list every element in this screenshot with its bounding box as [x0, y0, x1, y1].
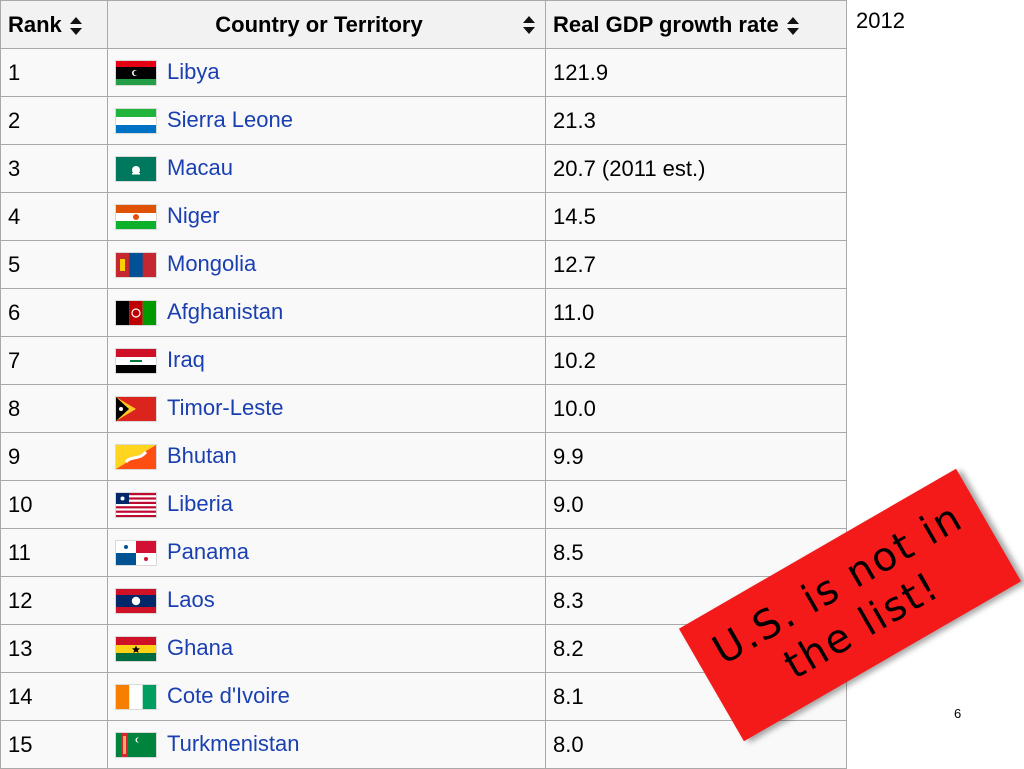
country-cell: Bhutan	[107, 432, 546, 481]
rank-cell: 14	[0, 672, 108, 721]
country-cell: Liberia	[107, 480, 546, 529]
panama-flag-icon	[115, 540, 157, 567]
rank-cell: 10	[0, 480, 108, 529]
gdp-rate-cell: 11.0	[545, 288, 847, 337]
country-link[interactable]: Ghana	[167, 634, 234, 660]
rank-cell: 1	[0, 48, 108, 97]
gdp-rate-cell: 10.0	[545, 384, 847, 433]
country-cell: Macau	[107, 144, 546, 193]
table-row: 4 Niger 14.5	[0, 192, 847, 241]
gdp-rate-cell: 21.3	[545, 96, 847, 145]
rank-cell: 3	[0, 144, 108, 193]
year-label: 2012	[856, 8, 905, 33]
rank-cell: 4	[0, 192, 108, 241]
sierra-leone-flag-icon	[115, 108, 157, 135]
gdp-rate-cell: 10.2	[545, 336, 847, 385]
table-row: 8 Timor-Leste 10.0	[0, 384, 847, 433]
country-cell: Turkmenistan	[107, 720, 546, 769]
niger-flag-icon	[115, 204, 157, 231]
page-number: 6	[954, 706, 962, 721]
timor-leste-flag-icon	[115, 396, 157, 423]
table-row: 9 Bhutan 9.9	[0, 432, 847, 481]
rank-cell: 6	[0, 288, 108, 337]
table-row: 1 Libya 121.9	[0, 48, 847, 97]
country-link[interactable]: Mongolia	[167, 250, 257, 276]
country-link[interactable]: Libya	[167, 58, 220, 84]
country-link[interactable]: Iraq	[167, 346, 205, 372]
rank-cell: 2	[0, 96, 108, 145]
gdp-growth-table: Rank Country or Territory Real GDP growt…	[0, 0, 847, 769]
gdp-rate-cell: 12.7	[545, 240, 847, 289]
country-header-label: Country or Territory	[215, 11, 423, 37]
gdp-rate-cell: 20.7 (2011 est.)	[545, 144, 847, 193]
mongolia-flag-icon	[115, 252, 157, 279]
gdp-rate-cell: 9.0	[545, 480, 847, 529]
laos-flag-icon	[115, 588, 157, 615]
table-row: 2 Sierra Leone 21.3	[0, 96, 847, 145]
country-link[interactable]: Turkmenistan	[167, 730, 300, 756]
bhutan-flag-icon	[115, 444, 157, 471]
libya-flag-icon	[115, 60, 157, 87]
gdp-rate-cell: 121.9	[545, 48, 847, 97]
gdp-rate-cell: 14.5	[545, 192, 847, 241]
rank-column-header[interactable]: Rank	[0, 0, 108, 49]
country-cell: Panama	[107, 528, 546, 577]
table-row: 3 Macau 20.7 (2011 est.)	[0, 144, 847, 193]
sort-icon[interactable]	[523, 16, 535, 34]
country-cell: Cote d'Ivoire	[107, 672, 546, 721]
cote-divoire-flag-icon	[115, 684, 157, 711]
country-link[interactable]: Bhutan	[167, 442, 237, 468]
country-link[interactable]: Afghanistan	[167, 298, 284, 324]
country-cell: Ghana	[107, 624, 546, 673]
country-cell: Timor-Leste	[107, 384, 546, 433]
rank-cell: 13	[0, 624, 108, 673]
rank-cell: 8	[0, 384, 108, 433]
ghana-flag-icon	[115, 636, 157, 663]
country-cell: Niger	[107, 192, 546, 241]
liberia-flag-icon	[115, 492, 157, 519]
table-row: 7 Iraq 10.2	[0, 336, 847, 385]
country-cell: Sierra Leone	[107, 96, 546, 145]
country-cell: Libya	[107, 48, 546, 97]
rank-cell: 5	[0, 240, 108, 289]
country-column-header[interactable]: Country or Territory	[107, 0, 546, 49]
afghanistan-flag-icon	[115, 300, 157, 327]
sort-icon[interactable]	[786, 16, 799, 35]
macau-flag-icon	[115, 156, 157, 183]
table-row: 6 Afghanistan 11.0	[0, 288, 847, 337]
country-cell: Mongolia	[107, 240, 546, 289]
table-row: 5 Mongolia 12.7	[0, 240, 847, 289]
country-cell: Iraq	[107, 336, 546, 385]
rank-cell: 9	[0, 432, 108, 481]
iraq-flag-icon	[115, 348, 157, 375]
rate-header-label: Real GDP growth rate	[553, 11, 779, 37]
table-row: 11 Panama 8.5	[0, 528, 847, 577]
turkmenistan-flag-icon	[115, 732, 157, 759]
table-row: 10 Liberia 9.0	[0, 480, 847, 529]
rank-cell: 7	[0, 336, 108, 385]
table-header-row: Rank Country or Territory Real GDP growt…	[0, 0, 847, 49]
country-link[interactable]: Liberia	[167, 490, 234, 516]
country-link[interactable]: Laos	[167, 586, 215, 612]
country-link[interactable]: Niger	[167, 202, 220, 228]
country-cell: Laos	[107, 576, 546, 625]
rank-header-label: Rank	[8, 11, 62, 37]
sort-icon[interactable]	[69, 16, 82, 35]
country-link[interactable]: Macau	[167, 154, 234, 180]
rank-cell: 11	[0, 528, 108, 577]
gdp-rate-cell: 8.0	[545, 720, 847, 769]
country-link[interactable]: Sierra Leone	[167, 106, 293, 132]
rank-cell: 12	[0, 576, 108, 625]
country-link[interactable]: Cote d'Ivoire	[167, 682, 290, 708]
table-row: 15 Turkmenistan 8.0	[0, 720, 847, 769]
gdp-rate-cell: 9.9	[545, 432, 847, 481]
rate-column-header[interactable]: Real GDP growth rate	[545, 0, 847, 49]
country-link[interactable]: Panama	[167, 538, 249, 564]
rank-cell: 15	[0, 720, 108, 769]
country-cell: Afghanistan	[107, 288, 546, 337]
country-link[interactable]: Timor-Leste	[167, 394, 284, 420]
